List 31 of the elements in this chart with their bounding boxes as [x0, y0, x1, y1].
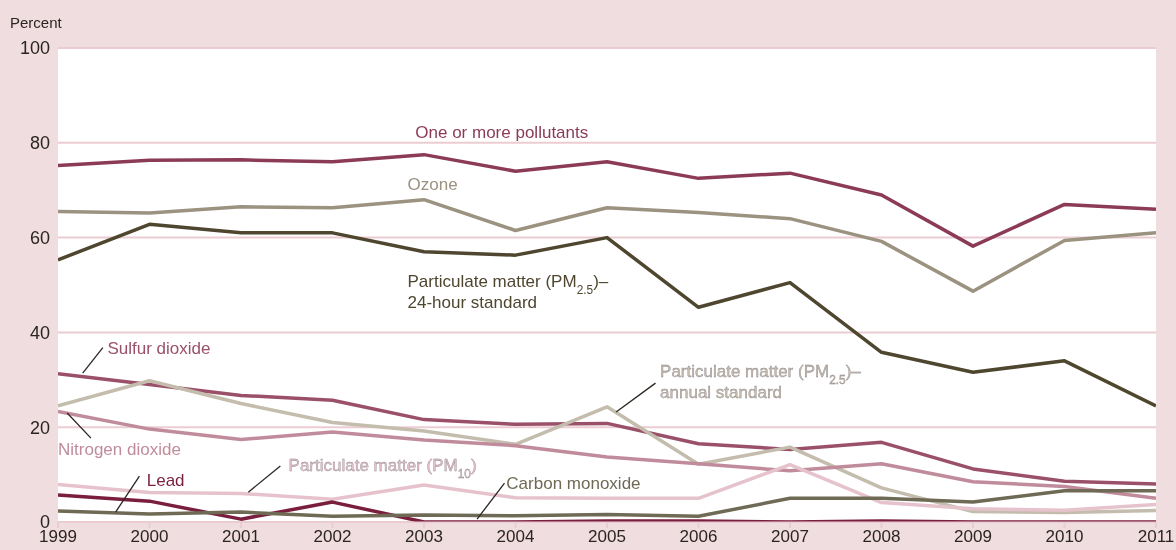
x-tick-label: 2004	[496, 527, 535, 547]
series-label: Ozone	[407, 175, 458, 195]
series-label: Nitrogen dioxide	[58, 439, 181, 459]
line-series	[58, 197, 1156, 293]
series-label: Lead	[146, 470, 185, 490]
x-tick-label: 2007	[771, 527, 809, 547]
y-tick-label: 80	[29, 133, 50, 154]
series-label: Particulate matter (PM$_{10}$)	[288, 455, 477, 481]
x-tick-label: 2005	[588, 527, 626, 547]
y-tick-label: 40	[29, 322, 50, 343]
x-tick-label: 2011	[1137, 527, 1175, 547]
series-label: One or more pollutants	[415, 123, 589, 143]
x-tick-label: 2009	[954, 527, 992, 547]
series-label: Sulfur dioxide	[107, 338, 211, 358]
text: Particulate matter (PM$_{2.5}$)– 24-hour standard	[407, 271, 609, 312]
y-tick-label: 100	[19, 38, 50, 59]
x-tick-label: 2002	[313, 527, 352, 547]
series-label: Carbon monoxide	[506, 473, 641, 493]
y-tick-label: 20	[29, 417, 50, 438]
y-axis-title: Percent	[10, 14, 63, 31]
y-tick-label: 60	[29, 227, 50, 248]
text: Particulate matter (PM$_{2.5}$)– annual standard	[660, 362, 861, 403]
x-tick-label: 2000	[130, 527, 169, 547]
line-series	[58, 152, 1156, 248]
x-tick-label: 2008	[862, 527, 901, 547]
line-series	[58, 222, 1156, 408]
x-tick-label: 2010	[1045, 527, 1084, 547]
line-series	[58, 409, 1156, 501]
x-tick-label: 2006	[679, 527, 718, 547]
x-tick-label: 2001	[222, 527, 260, 547]
x-tick-label: 2003	[405, 527, 443, 547]
